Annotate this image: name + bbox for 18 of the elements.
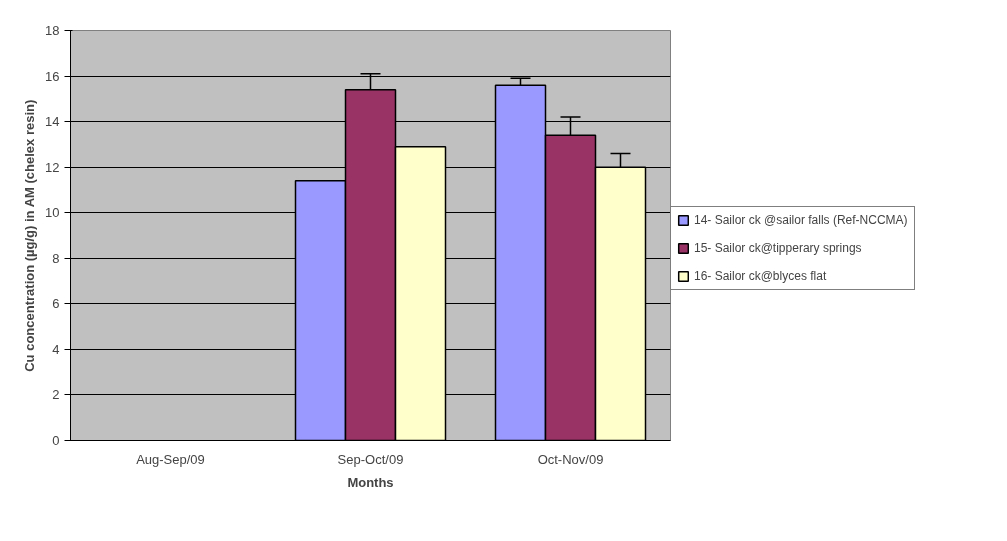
y-tick-label: 16 — [45, 68, 60, 84]
y-tick-label: 2 — [52, 387, 60, 403]
legend-label: 16- Sailor ck@blyces flat — [694, 269, 827, 283]
y-tick-label: 14 — [45, 114, 60, 130]
x-axis-title: Months — [347, 474, 394, 490]
y-tick-label: 4 — [52, 341, 60, 357]
y-tick-label: 8 — [52, 250, 60, 266]
y-tick-label: 18 — [45, 23, 60, 38]
y-tick-label: 0 — [52, 433, 60, 448]
y-tick-label: 10 — [45, 205, 60, 221]
x-tick-label: Aug-Sep/09 — [136, 451, 205, 467]
legend-label: 15- Sailor ck@tipperary springs — [694, 241, 862, 255]
y-tick-label: 6 — [52, 296, 60, 312]
x-tick-label: Oct-Nov/09 — [537, 451, 604, 467]
y-axis-title: Cu concentration (µg/g) in AM (chelex resin) — [22, 99, 38, 372]
legend-label: 14- Sailor ck @sailor falls (Ref-NCCMA) — [694, 213, 908, 227]
y-tick-label: 12 — [45, 159, 60, 175]
x-tick-label: Sep-Oct/09 — [337, 451, 404, 467]
